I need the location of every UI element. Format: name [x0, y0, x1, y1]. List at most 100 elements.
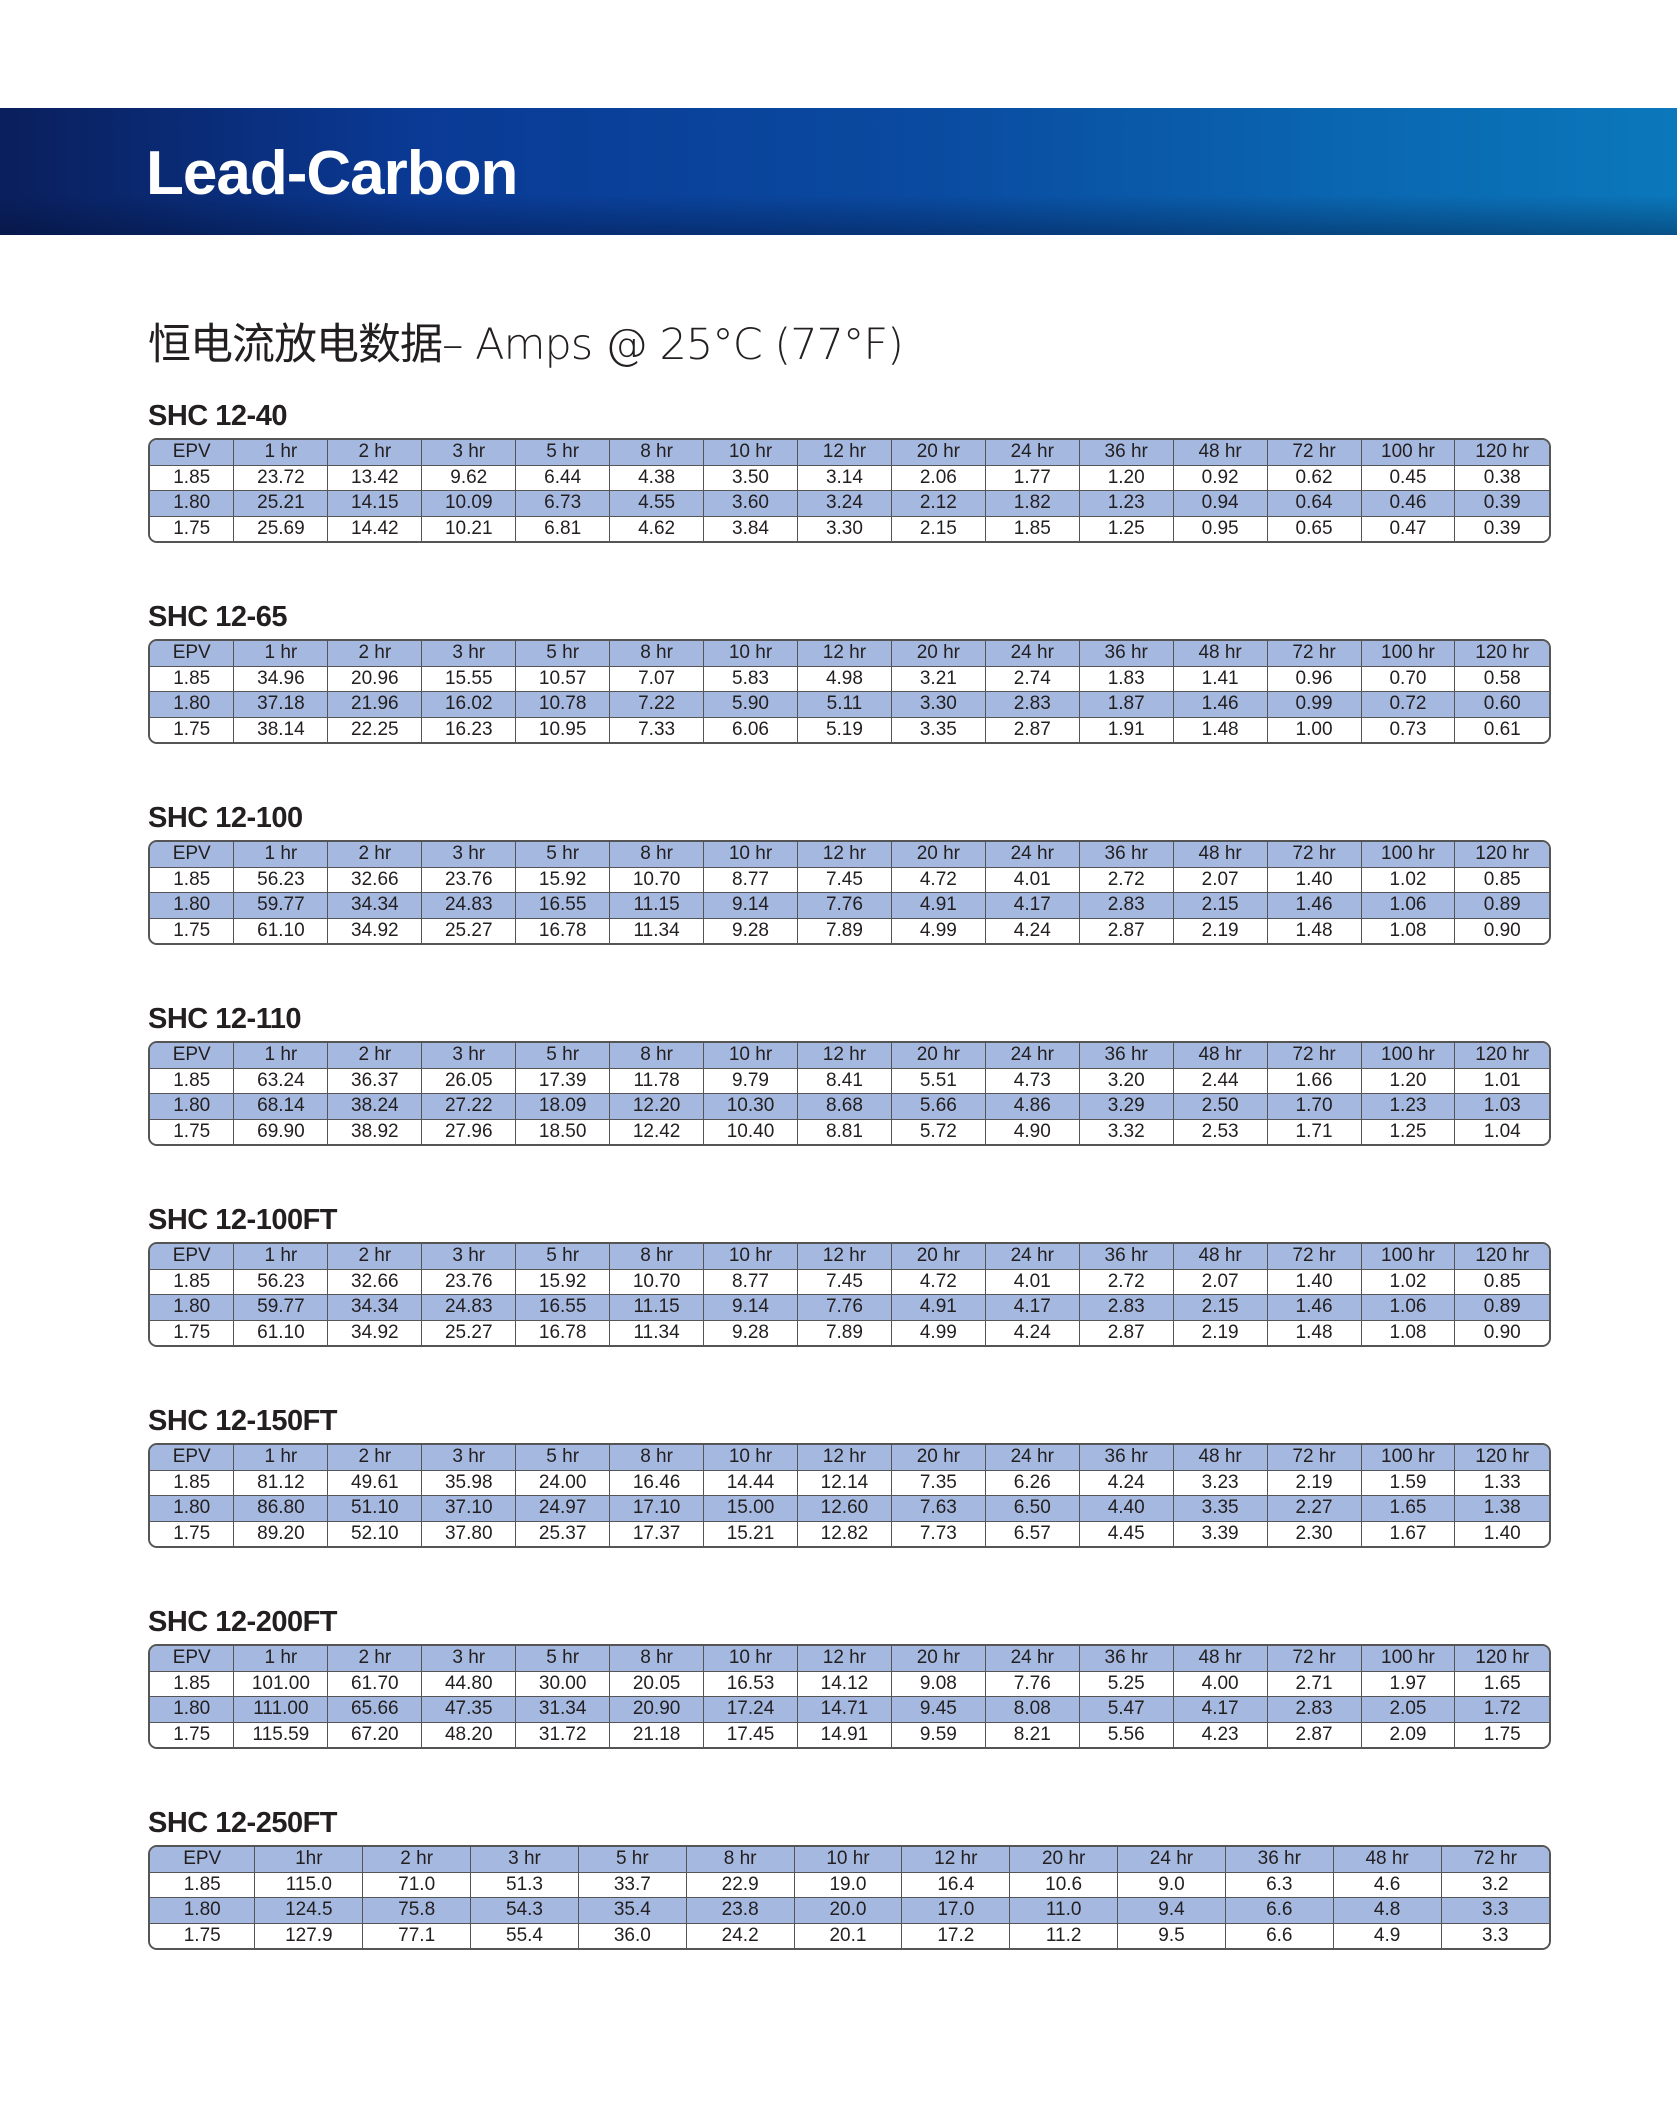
table-cell: 65.66: [327, 1696, 422, 1722]
model-section: SHC 12-250FT EPV 1hr 2 hr 3 hr 5 hr 8 hr 10 hr 1…: [148, 1805, 1551, 1950]
table-cell: 14.91: [796, 1721, 892, 1747]
table-cell: 1.40: [1266, 1268, 1361, 1295]
column-header: 120 hr: [1454, 842, 1549, 867]
column-header: 3 hr: [421, 440, 516, 465]
column-header: 2 hr: [327, 1445, 422, 1470]
table-cell: 3.60: [703, 490, 798, 516]
column-header: 24 hr: [984, 1646, 1080, 1671]
column-header: 12 hr: [796, 641, 892, 666]
table-cell: 61.10: [233, 1319, 328, 1345]
column-header: EPV: [150, 1043, 234, 1068]
table-cell: 1.06: [1360, 1294, 1455, 1320]
table-cell: 26.05: [421, 1067, 516, 1094]
header-row: EPV 1 hr 2 hr 3 hr 5 hr 8 hr 10 hr 12 hr 20 hr 24…: [150, 1445, 1549, 1470]
table-cell: 7.45: [796, 1268, 892, 1295]
table-cell: 4.90: [984, 1118, 1080, 1144]
table-cell: 44.80: [421, 1670, 516, 1697]
table-cell: 9.14: [703, 892, 798, 918]
table-cell: 2.19: [1266, 1469, 1361, 1496]
table-cell: 19.0: [793, 1871, 902, 1898]
table-row: 1.80 59.77 34.34 24.83 16.55 11.15 9.14 7.76 4.9…: [150, 1294, 1549, 1320]
model-heading: SHC 12-100: [148, 802, 303, 834]
table-cell: 10.95: [515, 716, 610, 742]
table-cell: 77.1: [362, 1922, 471, 1948]
discharge-table: EPV 1 hr 2 hr 3 hr 5 hr 8 hr 10 hr 12 hr 20 hr 24…: [148, 438, 1551, 543]
table-cell: 3.23: [1172, 1469, 1268, 1496]
table-cell: 1.41: [1172, 665, 1268, 692]
table-cell: 1.25: [1360, 1118, 1455, 1144]
table-cell: 11.15: [609, 892, 704, 918]
table-cell: 4.72: [890, 866, 986, 893]
table-cell: 4.6: [1332, 1871, 1442, 1898]
column-header: 5 hr: [515, 1043, 610, 1068]
table-cell: 4.40: [1078, 1495, 1174, 1521]
model-heading: SHC 12-40: [148, 400, 287, 432]
column-header: 100 hr: [1360, 641, 1455, 666]
table-cell: 4.91: [890, 1294, 986, 1320]
model-heading: SHC 12-250FT: [148, 1807, 338, 1839]
column-header: 48 hr: [1332, 1847, 1442, 1872]
column-header: 8 hr: [609, 842, 704, 867]
table-cell: 10.70: [609, 1268, 704, 1295]
table-cell: 0.90: [1454, 1319, 1549, 1345]
table-cell: 32.66: [327, 866, 422, 893]
header-row: EPV 1 hr 2 hr 3 hr 5 hr 8 hr 10 hr 12 hr 20 hr 24…: [150, 1646, 1549, 1671]
table-cell: 16.55: [515, 892, 610, 918]
table-cell: 2.71: [1266, 1670, 1361, 1697]
table-cell: 10.78: [515, 691, 610, 717]
table-row: 1.80 86.80 51.10 37.10 24.97 17.10 15.00 12.60 7…: [150, 1495, 1549, 1521]
table-cell: 10.57: [515, 665, 610, 692]
discharge-table: EPV 1 hr 2 hr 3 hr 5 hr 8 hr 10 hr 12 hr 20 hr 24…: [148, 840, 1551, 945]
model-section: SHC 12-100FT EPV 1 hr 2 hr 3 hr 5 hr 8 hr 10 hr…: [148, 1202, 1551, 1347]
table-cell: 1.67: [1360, 1520, 1455, 1546]
table-cell: 22.25: [327, 716, 422, 742]
table-cell: 101.00: [233, 1670, 328, 1697]
table-cell: 59.77: [233, 892, 328, 918]
table-cell: 21.18: [609, 1721, 704, 1747]
column-header: 5 hr: [515, 641, 610, 666]
table-cell: 81.12: [233, 1469, 328, 1496]
table-cell: 0.92: [1172, 464, 1268, 491]
table-cell: 49.61: [327, 1469, 422, 1496]
table-cell: 3.50: [703, 464, 798, 491]
column-header: 48 hr: [1172, 842, 1268, 867]
column-header: 3 hr: [421, 1043, 516, 1068]
table-cell: 1.38: [1454, 1495, 1549, 1521]
model-heading: SHC 12-150FT: [148, 1405, 338, 1437]
table-cell: 6.3: [1224, 1871, 1334, 1898]
table-cell: 1.08: [1360, 1319, 1455, 1345]
column-header: 8 hr: [685, 1847, 795, 1872]
table-cell: 3.3: [1440, 1897, 1549, 1923]
table-row: 1.85 63.24 36.37 26.05 17.39 11.78 9.79 8.41 5.5…: [150, 1067, 1549, 1094]
discharge-table: EPV 1 hr 2 hr 3 hr 5 hr 8 hr 10 hr 12 hr 20 hr 24…: [148, 1443, 1551, 1548]
table-cell: 3.35: [890, 716, 986, 742]
table-row: 1.80 124.5 75.8 54.3 35.4 23.8 20.0 17.0 11.0 9.4…: [150, 1897, 1549, 1923]
table-cell: 2.19: [1172, 1319, 1268, 1345]
table-cell: 20.96: [327, 665, 422, 692]
column-header: 20 hr: [890, 1244, 986, 1269]
table-cell: 6.26: [984, 1469, 1080, 1496]
column-header: 12 hr: [796, 1445, 892, 1470]
table-cell: 12.82: [796, 1520, 892, 1546]
table-cell: 8.81: [796, 1118, 892, 1144]
table-cell: 8.77: [703, 866, 798, 893]
table-cell: 20.0: [793, 1897, 902, 1923]
column-header: 1 hr: [233, 440, 328, 465]
column-header: 100 hr: [1360, 1646, 1455, 1671]
column-header: 3 hr: [421, 1445, 516, 1470]
table-cell: 3.24: [796, 490, 892, 516]
table-cell: 12.14: [796, 1469, 892, 1496]
table-cell: 14.44: [703, 1469, 798, 1496]
column-header: 10 hr: [703, 1043, 798, 1068]
column-header: 10 hr: [703, 1646, 798, 1671]
table-cell: 25.27: [421, 1319, 516, 1345]
table-cell: 5.66: [890, 1093, 986, 1119]
table-cell: 2.19: [1172, 917, 1268, 943]
table-cell: 4.17: [984, 892, 1080, 918]
table-cell: 14.42: [327, 515, 422, 541]
table-cell: 3.35: [1172, 1495, 1268, 1521]
column-header: 2 hr: [362, 1847, 471, 1872]
column-header: 36 hr: [1078, 1445, 1174, 1470]
table-row: 1.75 127.9 77.1 55.4 36.0 24.2 20.1 17.2 11.2 9.5…: [150, 1922, 1549, 1948]
table-cell: 1.80: [150, 1897, 255, 1923]
